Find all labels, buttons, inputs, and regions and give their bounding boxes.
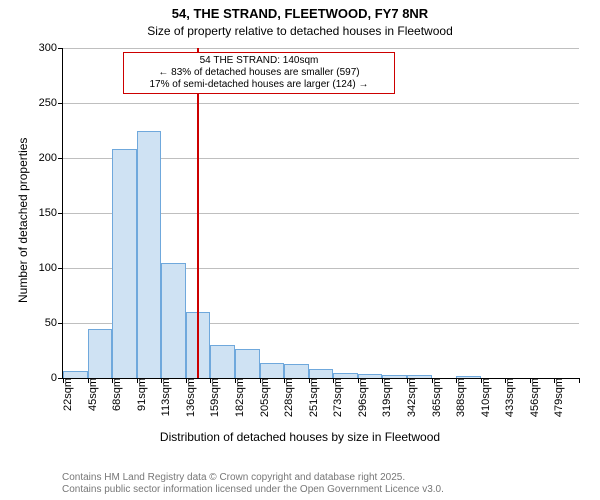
xtick-label: 456sqm xyxy=(527,378,541,417)
chart-subtitle: Size of property relative to detached ho… xyxy=(0,24,600,38)
xtick-label: 113sqm xyxy=(158,378,172,416)
xtick-label: 68sqm xyxy=(109,378,123,411)
ytick-label: 300 xyxy=(39,42,63,54)
histogram-bar xyxy=(235,349,260,378)
xtick-label: 251sqm xyxy=(306,378,320,417)
gridline-h xyxy=(63,103,579,104)
xtick-label: 388sqm xyxy=(453,378,467,417)
histogram-bar xyxy=(260,363,285,378)
xtick-label: 136sqm xyxy=(183,378,197,417)
histogram-bar xyxy=(137,131,162,379)
xtick-mark xyxy=(579,378,580,383)
y-axis-label: Number of detached properties xyxy=(16,138,30,303)
histogram-bar xyxy=(88,329,113,379)
chart-title: 54, THE STRAND, FLEETWOOD, FY7 8NR xyxy=(0,6,600,21)
footer-attribution: Contains HM Land Registry data © Crown c… xyxy=(62,472,444,496)
annotation-line-1: 54 THE STRAND: 140sqm xyxy=(128,55,390,67)
xtick-label: 479sqm xyxy=(551,378,565,417)
xtick-label: 182sqm xyxy=(232,378,246,417)
chart-container: 54, THE STRAND, FLEETWOOD, FY7 8NR Size … xyxy=(0,0,600,500)
ytick-label: 100 xyxy=(39,262,63,274)
xtick-label: 410sqm xyxy=(478,378,492,417)
histogram-bar xyxy=(284,364,309,378)
xtick-label: 91sqm xyxy=(134,378,148,411)
xtick-label: 365sqm xyxy=(429,378,443,417)
xtick-label: 228sqm xyxy=(281,378,295,417)
histogram-bar xyxy=(210,345,235,378)
footer-line-2: Contains public sector information licen… xyxy=(62,484,444,496)
xtick-label: 342sqm xyxy=(404,378,418,417)
ytick-label: 150 xyxy=(39,207,63,219)
plot-area: 05010015020025030022sqm45sqm68sqm91sqm11… xyxy=(62,48,579,379)
highlight-line xyxy=(197,48,199,378)
ytick-label: 250 xyxy=(39,97,63,109)
xtick-label: 296sqm xyxy=(355,378,369,417)
ytick-label: 50 xyxy=(45,317,63,329)
annotation-line-3: 17% of semi-detached houses are larger (… xyxy=(128,79,390,91)
histogram-bar xyxy=(309,369,334,378)
xtick-label: 205sqm xyxy=(257,378,271,417)
annotation-line-2: ← 83% of detached houses are smaller (59… xyxy=(128,67,390,79)
histogram-bar xyxy=(161,263,186,379)
xtick-label: 433sqm xyxy=(502,378,516,417)
xtick-label: 273sqm xyxy=(330,378,344,417)
xtick-label: 45sqm xyxy=(85,378,99,411)
ytick-label: 200 xyxy=(39,152,63,164)
annotation-box: 54 THE STRAND: 140sqm ← 83% of detached … xyxy=(123,52,395,94)
xtick-label: 22sqm xyxy=(60,378,74,411)
footer-line-1: Contains HM Land Registry data © Crown c… xyxy=(62,472,444,484)
x-axis-label: Distribution of detached houses by size … xyxy=(0,430,600,444)
xtick-label: 159sqm xyxy=(207,378,221,417)
xtick-label: 319sqm xyxy=(379,378,393,417)
histogram-bar xyxy=(112,149,137,378)
histogram-bar xyxy=(63,371,88,378)
gridline-h xyxy=(63,48,579,49)
